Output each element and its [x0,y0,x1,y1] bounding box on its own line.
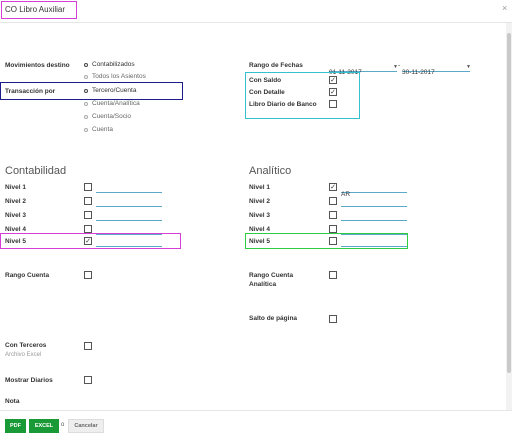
analitico-level-label: Nivel 3 [249,212,270,219]
option-label: Con Saldo [249,77,282,84]
analitico-level-label: Nivel 4 [249,226,270,233]
options-highlight [245,72,360,119]
radio-dot [84,74,88,79]
analitico-level-checkbox[interactable] [329,211,337,219]
radio-dot [84,88,88,93]
contabilidad-level-input[interactable] [96,211,162,221]
radio-dot [84,127,88,132]
excel-button[interactable]: EXCEL [29,419,59,433]
close-icon[interactable]: × [502,3,508,13]
analitico-level-checkbox[interactable]: ✓ [329,183,337,191]
nota-label: Nota [5,398,20,405]
radio-label: Cuenta/Socio [92,113,132,120]
dialog-header [0,0,512,23]
con-terceros-checkbox[interactable] [84,342,92,350]
dialog-title: CO Libro Auxiliar [5,5,66,14]
radio-label: Todos los Asientos [92,73,146,80]
rango-cuenta-analitica-label-1: Rango Cuenta [249,272,294,279]
scrollbar-thumb[interactable] [507,33,511,373]
analitico-level-label: Nivel 1 [249,184,270,191]
or-text: o [61,422,65,428]
date-separator: - [398,62,401,69]
contabilidad-level-checkbox[interactable]: ✓ [84,237,92,245]
date-to-value: 30-11-2017 [402,69,435,76]
contabilidad-level-input[interactable] [96,183,162,193]
radio-tercero-cuenta[interactable]: Tercero/Cuenta [84,87,136,94]
date-to-field[interactable]: 30-11-2017 [402,61,470,76]
scrollbar-track[interactable] [506,23,512,411]
chevron-down-icon[interactable]: ▼ [393,64,398,70]
option-checkbox[interactable] [329,100,337,108]
transaccion-label: Transacción por [5,88,56,95]
mostrar-diarios-label: Mostrar Diarios [5,377,53,384]
option-label: Libro Diario de Banco [249,101,317,108]
analitico-level-input[interactable] [341,197,407,207]
cancel-button[interactable]: Cancelar [68,419,104,433]
analitico-level-checkbox[interactable] [329,225,337,233]
contabilidad-level-label: Nivel 2 [5,198,26,205]
analitico-level-checkbox[interactable] [329,197,337,205]
contabilidad-level-checkbox[interactable] [84,211,92,219]
radio-dot [84,114,88,119]
salto-pagina-label: Salto de página [249,315,298,322]
level-input-value: AR [341,191,351,198]
radio-dot [84,101,88,106]
radio-label: Tercero/Cuenta [92,87,137,94]
rango-cuenta-checkbox[interactable] [84,271,92,279]
radio-cuenta[interactable]: Cuenta [84,126,113,133]
contabilidad-title: Contabilidad [5,165,67,177]
con-terceros-label: Con Terceros [5,342,47,349]
salto-pagina-checkbox[interactable] [329,315,337,323]
transaccion-highlight [0,82,183,100]
rango-cuenta-label: Rango Cuenta [5,272,50,279]
contabilidad-level-input[interactable] [96,225,162,235]
radio-dot [84,62,88,67]
radio-label: Contabilizados [92,61,135,68]
contabilidad-level-checkbox[interactable] [84,197,92,205]
analitico-title: Analítico [249,165,292,177]
contabilidad-level-input[interactable] [96,197,162,207]
contabilidad-level-input[interactable] [96,237,162,247]
analitico-level-input[interactable]: AR [341,183,407,198]
contabilidad-level-checkbox[interactable] [84,183,92,191]
contabilidad-level-label: Nivel 3 [5,212,26,219]
radio-cuenta-socio[interactable]: Cuenta/Socio [84,113,131,120]
archivo-excel-label: Archivo Excel [5,352,42,358]
radio-contabilizados[interactable]: Contabilizados [84,61,135,68]
option-checkbox[interactable]: ✓ [329,88,337,96]
option-checkbox[interactable]: ✓ [329,76,337,84]
contabilidad-level-label: Nivel 4 [5,226,26,233]
rango-cuenta-analitica-label-2: Analítica [249,281,277,288]
analitico-level-input[interactable] [341,211,407,221]
contabilidad-level-label: Nivel 5 [5,238,26,245]
option-label: Con Detalle [249,89,285,96]
contabilidad-level-checkbox[interactable] [84,225,92,233]
analitico-level-input[interactable] [341,237,407,247]
contabilidad-level-label: Nivel 1 [5,184,26,191]
rango-cuenta-analitica-checkbox[interactable] [329,271,337,279]
nivel5-left-highlight [0,233,181,249]
analitico-level-label: Nivel 5 [249,238,270,245]
analitico-level-input[interactable] [341,225,407,235]
radio-cuenta-analitica[interactable]: Cuenta/Analítica [84,100,140,107]
chevron-down-icon[interactable]: ▼ [466,64,471,70]
analitico-level-checkbox[interactable] [329,237,337,245]
radio-todos-asientos[interactable]: Todos los Asientos [84,73,146,80]
nivel5-right-highlight [245,233,408,249]
dialog-title-highlight [1,1,77,19]
mostrar-diarios-checkbox[interactable] [84,376,92,384]
pdf-button[interactable]: PDF [5,419,26,433]
radio-label: Cuenta [92,126,113,133]
date-from-field[interactable]: 01-11-2017 [329,61,397,76]
analitico-level-label: Nivel 2 [249,198,270,205]
movimientos-label: Movimientos destino [5,62,70,69]
radio-label: Cuenta/Analítica [92,100,140,107]
rango-fechas-label: Rango de Fechas [249,62,303,69]
